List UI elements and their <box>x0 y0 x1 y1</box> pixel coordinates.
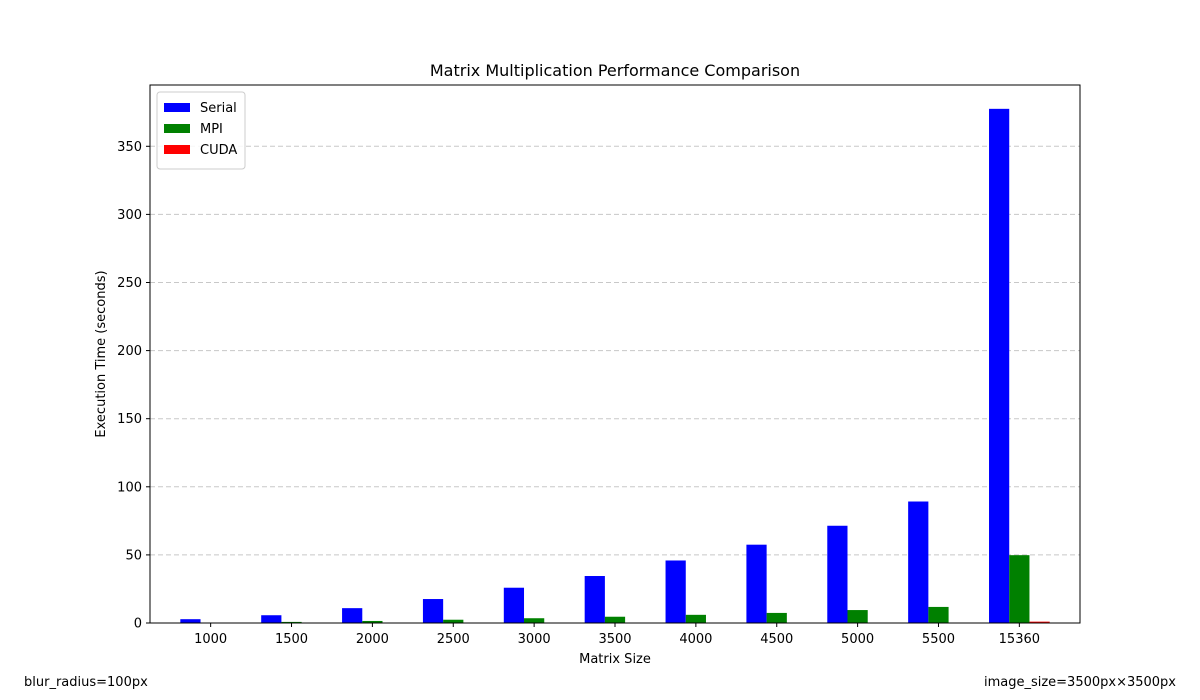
bar-mpi-4000 <box>685 614 706 623</box>
bar-mpi-3500 <box>604 616 626 623</box>
x-tick-label: 3500 <box>598 632 631 647</box>
y-tick-label: 50 <box>125 548 142 563</box>
bar-serial-4500 <box>746 544 767 623</box>
legend-swatch-serial <box>164 103 190 112</box>
bar-serial-4000 <box>665 560 686 623</box>
bar-serial-1500 <box>261 615 282 623</box>
bar-mpi-5500 <box>928 606 949 623</box>
image-size-note: image_size=3500px×3500px <box>983 675 1176 690</box>
y-tick-label: 200 <box>117 344 142 359</box>
x-tick-label: 4500 <box>760 632 793 647</box>
chart-title: Matrix Multiplication Performance Compar… <box>430 61 800 80</box>
y-tick-label: 350 <box>117 140 142 155</box>
plot-frame <box>149 84 1081 624</box>
x-tick-label: 15360 <box>999 632 1040 647</box>
grid-lines <box>150 145 1080 556</box>
axis-ticks: 0 50 100 150 200 250 300 350 1000 1500 2000 2500 300… <box>117 140 1040 647</box>
bar-mpi-2000 <box>362 620 383 623</box>
x-tick-label: 1000 <box>194 632 227 647</box>
x-tick-label: 3000 <box>518 632 551 647</box>
y-axis-label: Execution Time (seconds) <box>94 270 109 437</box>
bar-serial-5500 <box>908 501 929 623</box>
blur-radius-note: blur_radius=100px <box>24 675 148 690</box>
bar-mpi-5000 <box>847 610 868 623</box>
legend-label-cuda: CUDA <box>200 143 237 158</box>
legend-label-mpi: MPI <box>200 122 223 137</box>
legend-label-serial: Serial <box>200 101 237 116</box>
bars <box>180 108 1050 623</box>
x-tick-label: 5000 <box>841 632 874 647</box>
x-axis-label: Matrix Size <box>579 652 651 667</box>
bar-mpi-2500 <box>443 619 464 623</box>
bar-serial-15360 <box>989 108 1010 623</box>
x-tick-label: 5500 <box>922 632 955 647</box>
bar-serial-2000 <box>342 608 363 623</box>
x-tick-label: 1500 <box>275 632 308 647</box>
bar-mpi-4500 <box>766 612 787 623</box>
bar-mpi-15360 <box>1009 555 1030 623</box>
bar-serial-2500 <box>422 599 444 623</box>
legend-swatch-mpi <box>164 124 190 133</box>
y-tick-label: 300 <box>117 208 142 223</box>
bar-cuda-15360 <box>1029 621 1050 623</box>
bar-mpi-3000 <box>524 618 545 623</box>
x-tick-label: 2500 <box>437 632 470 647</box>
legend: Serial MPI CUDA <box>156 91 246 170</box>
x-tick-label: 4000 <box>679 632 712 647</box>
x-tick-label: 2000 <box>356 632 389 647</box>
y-tick-label: 100 <box>117 480 142 495</box>
y-tick-label: 0 <box>134 617 142 632</box>
legend-swatch-cuda <box>164 145 190 154</box>
bar-serial-5000 <box>827 525 848 623</box>
y-tick-label: 250 <box>117 276 142 291</box>
bar-serial-1000 <box>180 619 201 623</box>
y-tick-label: 150 <box>117 412 142 427</box>
bar-serial-3500 <box>584 576 605 623</box>
bar-serial-3000 <box>503 587 525 623</box>
bar-mpi-1500 <box>281 621 302 623</box>
